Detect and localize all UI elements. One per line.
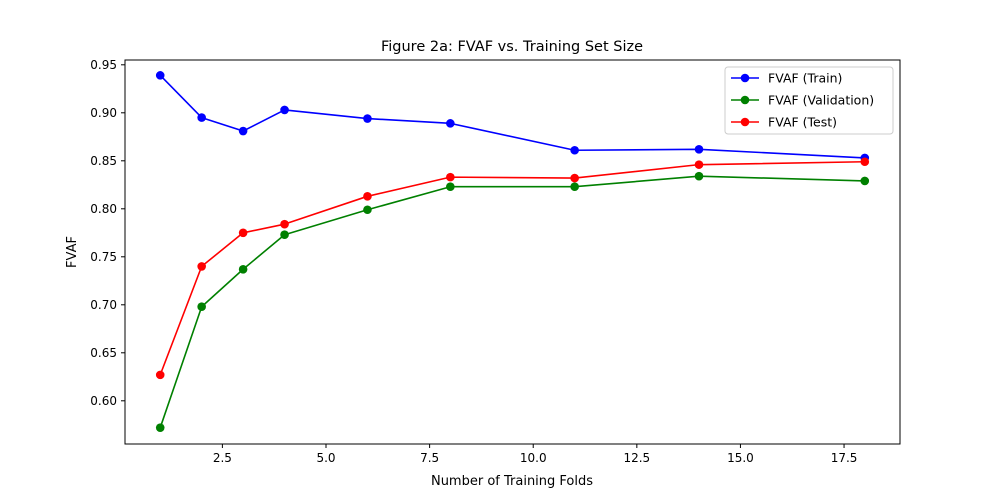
data-point-fvaf-train [280,105,289,115]
data-point-fvaf-train [363,114,372,123]
y-tick-label: 0.75 [90,250,117,264]
data-point-fvaf-validation [570,182,579,192]
data-point-fvaf-test [570,173,579,183]
legend-marker-fvaf-validation [740,95,750,105]
x-tick-label: 5.0 [316,451,335,465]
series-line-fvaf-validation [159,175,865,428]
series-layer [155,71,870,432]
x-tick-label: 12.5 [623,451,650,465]
y-tick-label: 0.70 [90,298,117,312]
data-point-fvaf-test [238,228,248,238]
legend: FVAF (Train) FVAF (Validation) FVAF (Test) [724,66,894,135]
data-point-fvaf-test [860,157,870,167]
legend-marker-fvaf-test [740,117,750,127]
data-point-fvaf-train [238,126,248,136]
data-point-fvaf-train [570,145,579,155]
legend-label: FVAF (Train) [768,71,842,86]
series-line-fvaf-test [159,160,865,376]
chart-title: Figure 2a: FVAF vs. Training Set Size [381,39,643,55]
y-tick-label: 0.65 [90,346,117,360]
data-point-fvaf-train [155,71,165,80]
x-tick-label: 2.5 [213,451,232,465]
data-point-fvaf-train [446,119,455,128]
data-point-fvaf-test [446,172,455,182]
y-tick-label: 0.85 [90,154,117,168]
y-tick-label: 0.95 [90,58,117,72]
data-point-fvaf-train [197,113,206,122]
data-point-fvaf-validation [238,264,248,274]
data-point-fvaf-validation [155,423,165,432]
data-point-fvaf-validation [363,205,372,215]
legend-box [724,66,894,135]
data-point-fvaf-train [694,144,704,154]
y-tick-label: 0.90 [90,106,117,120]
plot-area-frame [124,59,901,445]
data-point-fvaf-validation [694,171,704,181]
y-axis-ticks: 0.60 0.65 0.70 0.75 0.80 0.85 0.90 0.95 [90,58,125,408]
data-point-fvaf-test [280,219,289,229]
legend-label: FVAF (Validation) [768,93,874,108]
y-tick-label: 0.80 [90,202,117,216]
data-point-fvaf-validation [446,182,455,192]
data-point-fvaf-test [155,370,165,380]
data-point-fvaf-test [694,160,704,169]
x-axis-label: Number of Training Folds [431,474,593,489]
y-axis-label: FVAF [65,236,80,268]
data-point-fvaf-validation [860,176,870,186]
y-tick-label: 0.60 [90,394,117,408]
x-tick-label: 15.0 [727,451,754,465]
x-tick-label: 7.5 [420,451,439,465]
data-point-fvaf-validation [197,302,206,312]
data-point-fvaf-validation [280,230,289,240]
legend-label: FVAF (Test) [768,115,837,130]
data-point-fvaf-test [363,192,372,201]
x-tick-label: 10.0 [520,451,547,465]
x-tick-label: 17.5 [831,451,858,465]
x-axis-ticks: 2.5 5.0 7.5 10.0 12.5 15.0 17.5 [213,444,858,465]
data-point-fvaf-test [197,262,206,271]
legend-marker-fvaf-train [740,73,750,83]
